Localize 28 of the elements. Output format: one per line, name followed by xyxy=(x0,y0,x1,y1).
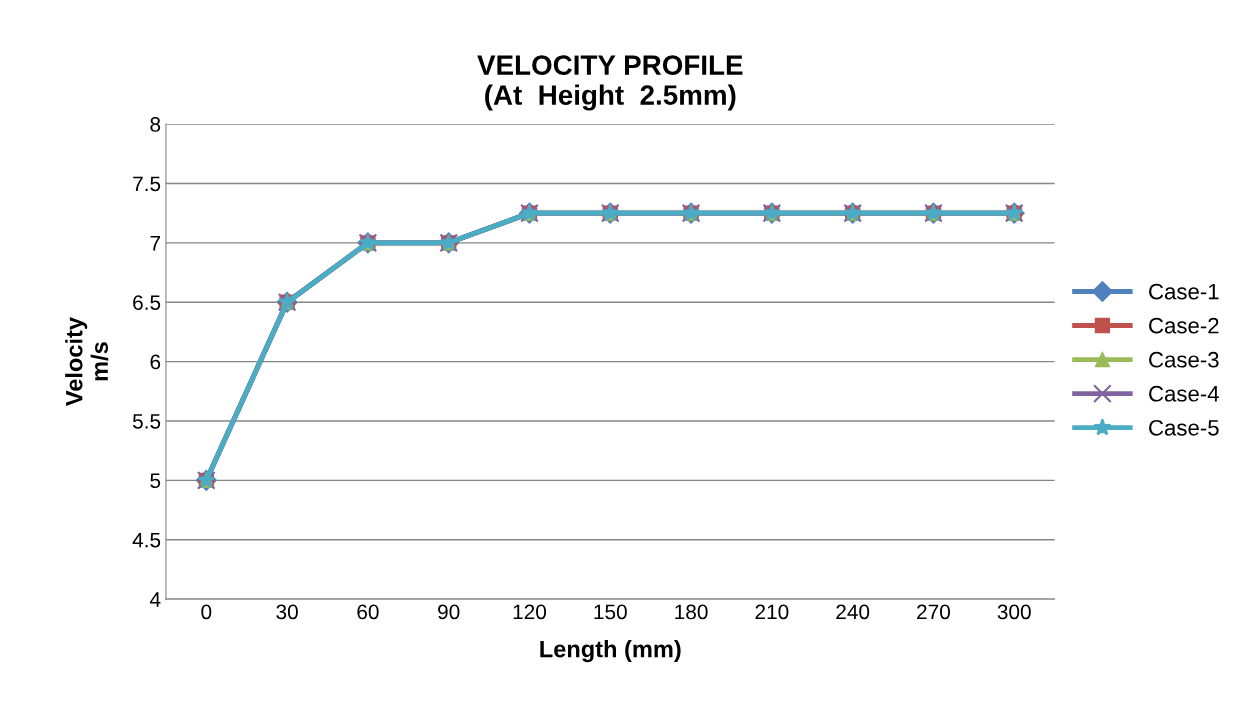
x-tick-label: 90 xyxy=(438,604,460,620)
y-tick-label: 7 xyxy=(150,236,161,251)
legend-label: Case-1 xyxy=(1149,283,1219,300)
y-tick-label: 7.5 xyxy=(133,176,161,192)
y-tick-label: 5 xyxy=(150,473,161,489)
x-tick-label: 30 xyxy=(276,604,298,620)
y-tick-label: 4.5 xyxy=(132,532,161,548)
legend-label: Case-2 xyxy=(1149,317,1219,334)
y-tick-label: 8 xyxy=(150,117,161,132)
x-tick-label: 180 xyxy=(675,604,708,620)
legend-label: Case-3 xyxy=(1149,351,1219,368)
chart-title: VELOCITY PROFILE (At Height 2.5mm) xyxy=(477,55,743,111)
y-tick-label: 5.5 xyxy=(132,414,161,429)
y-tick-label: 4 xyxy=(149,592,161,607)
x-axis-title: Length (mm) xyxy=(540,640,681,663)
legend-label: Case-4 xyxy=(1149,385,1219,402)
x-tick-label: 0 xyxy=(201,604,212,620)
x-tick-label: 240 xyxy=(836,604,870,620)
x-tick-label: 60 xyxy=(357,604,379,620)
x-tick-label: 210 xyxy=(755,604,789,620)
x-tick-label: 270 xyxy=(917,604,950,620)
x-tick-label: 150 xyxy=(594,604,627,620)
legend-label: Case-5 xyxy=(1149,419,1219,436)
y-tick-label: 6 xyxy=(150,354,161,370)
x-tick-label: 120 xyxy=(513,604,547,620)
y-axis-title: Velocity m/s xyxy=(65,317,109,407)
x-tick-label: 300 xyxy=(997,604,1031,620)
y-tick-label: 6.5 xyxy=(133,295,161,310)
